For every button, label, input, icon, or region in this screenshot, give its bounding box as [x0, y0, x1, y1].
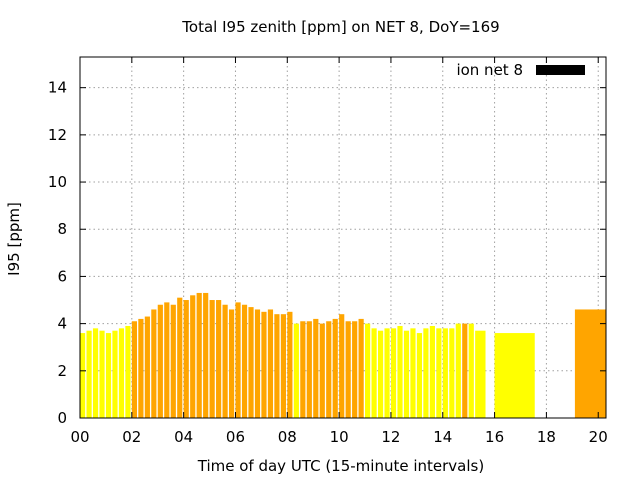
bar — [423, 328, 429, 418]
bar — [319, 323, 325, 418]
bar — [403, 330, 410, 418]
bar — [455, 323, 461, 418]
bar — [371, 328, 377, 418]
bar — [235, 302, 241, 418]
bar — [86, 330, 92, 418]
grid-lines — [80, 57, 606, 418]
y-tick-label: 2 — [57, 362, 67, 380]
legend-swatch — [536, 65, 585, 75]
bar — [352, 321, 358, 418]
bar — [144, 316, 150, 418]
x-tick-label: 16 — [485, 428, 504, 446]
bar — [248, 307, 254, 418]
x-axis-ticks: 00 02 04 06 08 10 12 14 16 18 20 — [70, 57, 608, 446]
bar — [494, 333, 535, 418]
bar — [196, 292, 202, 418]
bar — [254, 309, 261, 418]
y-tick-label: 12 — [48, 126, 67, 144]
bar — [183, 300, 189, 418]
y-axis-label: I95 [ppm] — [5, 202, 23, 276]
bar — [306, 321, 312, 418]
bar — [390, 328, 397, 418]
x-tick-label: 18 — [537, 428, 556, 446]
x-tick-label: 10 — [330, 428, 349, 446]
x-tick-label: 00 — [70, 428, 89, 446]
bar — [429, 325, 435, 418]
bar — [475, 330, 486, 418]
bar — [365, 323, 371, 418]
bar — [131, 321, 138, 418]
bar — [99, 330, 105, 418]
x-tick-label: 12 — [381, 428, 400, 446]
bar — [138, 318, 144, 418]
x-axis-label: Time of day UTC (15-minute intervals) — [197, 457, 484, 475]
bar — [177, 297, 183, 418]
bar — [442, 328, 448, 418]
bar — [151, 309, 157, 418]
bar — [377, 330, 384, 418]
bar — [280, 314, 286, 418]
bar — [326, 321, 332, 418]
bar — [216, 300, 222, 418]
legend-label: ion net 8 — [456, 61, 523, 79]
chart-title: Total I95 zenith [ppm] on NET 8, DoY=169 — [181, 18, 499, 36]
bar — [339, 314, 345, 418]
x-tick-label: 04 — [174, 428, 193, 446]
bar — [468, 323, 474, 418]
y-tick-label: 10 — [48, 173, 67, 191]
bar — [345, 321, 351, 418]
bar — [105, 333, 112, 418]
bar — [118, 328, 125, 418]
bar — [293, 323, 299, 418]
y-tick-label: 8 — [57, 220, 67, 238]
plot-frame — [79, 56, 607, 419]
bar — [157, 304, 163, 418]
bar — [358, 318, 364, 418]
bar — [436, 328, 442, 418]
bar — [209, 300, 215, 418]
bar — [462, 323, 468, 418]
bar — [410, 328, 416, 418]
y-axis-ticks: 0 2 4 6 8 10 12 14 — [48, 79, 606, 427]
x-tick-label: 14 — [433, 428, 452, 446]
bar — [112, 330, 118, 418]
bar — [222, 304, 228, 418]
bar — [261, 311, 267, 418]
bar — [170, 304, 176, 418]
bar — [92, 328, 99, 418]
bar — [449, 328, 455, 418]
bar — [164, 302, 170, 418]
y-tick-label: 4 — [57, 315, 67, 333]
bar — [267, 309, 274, 418]
bar — [190, 295, 196, 418]
bar — [203, 292, 209, 418]
legend: ion net 8 — [456, 61, 585, 79]
bar — [384, 328, 390, 418]
bar — [241, 304, 248, 418]
bar — [80, 333, 86, 418]
x-tick-label: 02 — [122, 428, 141, 446]
bar — [416, 333, 423, 418]
bar-series — [80, 292, 606, 418]
x-tick-label: 08 — [278, 428, 297, 446]
bar — [125, 325, 131, 418]
bar — [274, 314, 280, 418]
bar — [228, 309, 235, 418]
bar — [332, 318, 338, 418]
bar — [397, 325, 403, 418]
y-tick-label: 0 — [57, 409, 67, 427]
bar — [300, 321, 306, 418]
bar — [574, 309, 606, 418]
bar — [313, 318, 319, 418]
x-tick-label: 06 — [226, 428, 245, 446]
y-tick-label: 6 — [57, 267, 67, 285]
y-tick-label: 14 — [48, 79, 67, 97]
bar — [287, 311, 293, 418]
x-tick-label: 20 — [589, 428, 608, 446]
